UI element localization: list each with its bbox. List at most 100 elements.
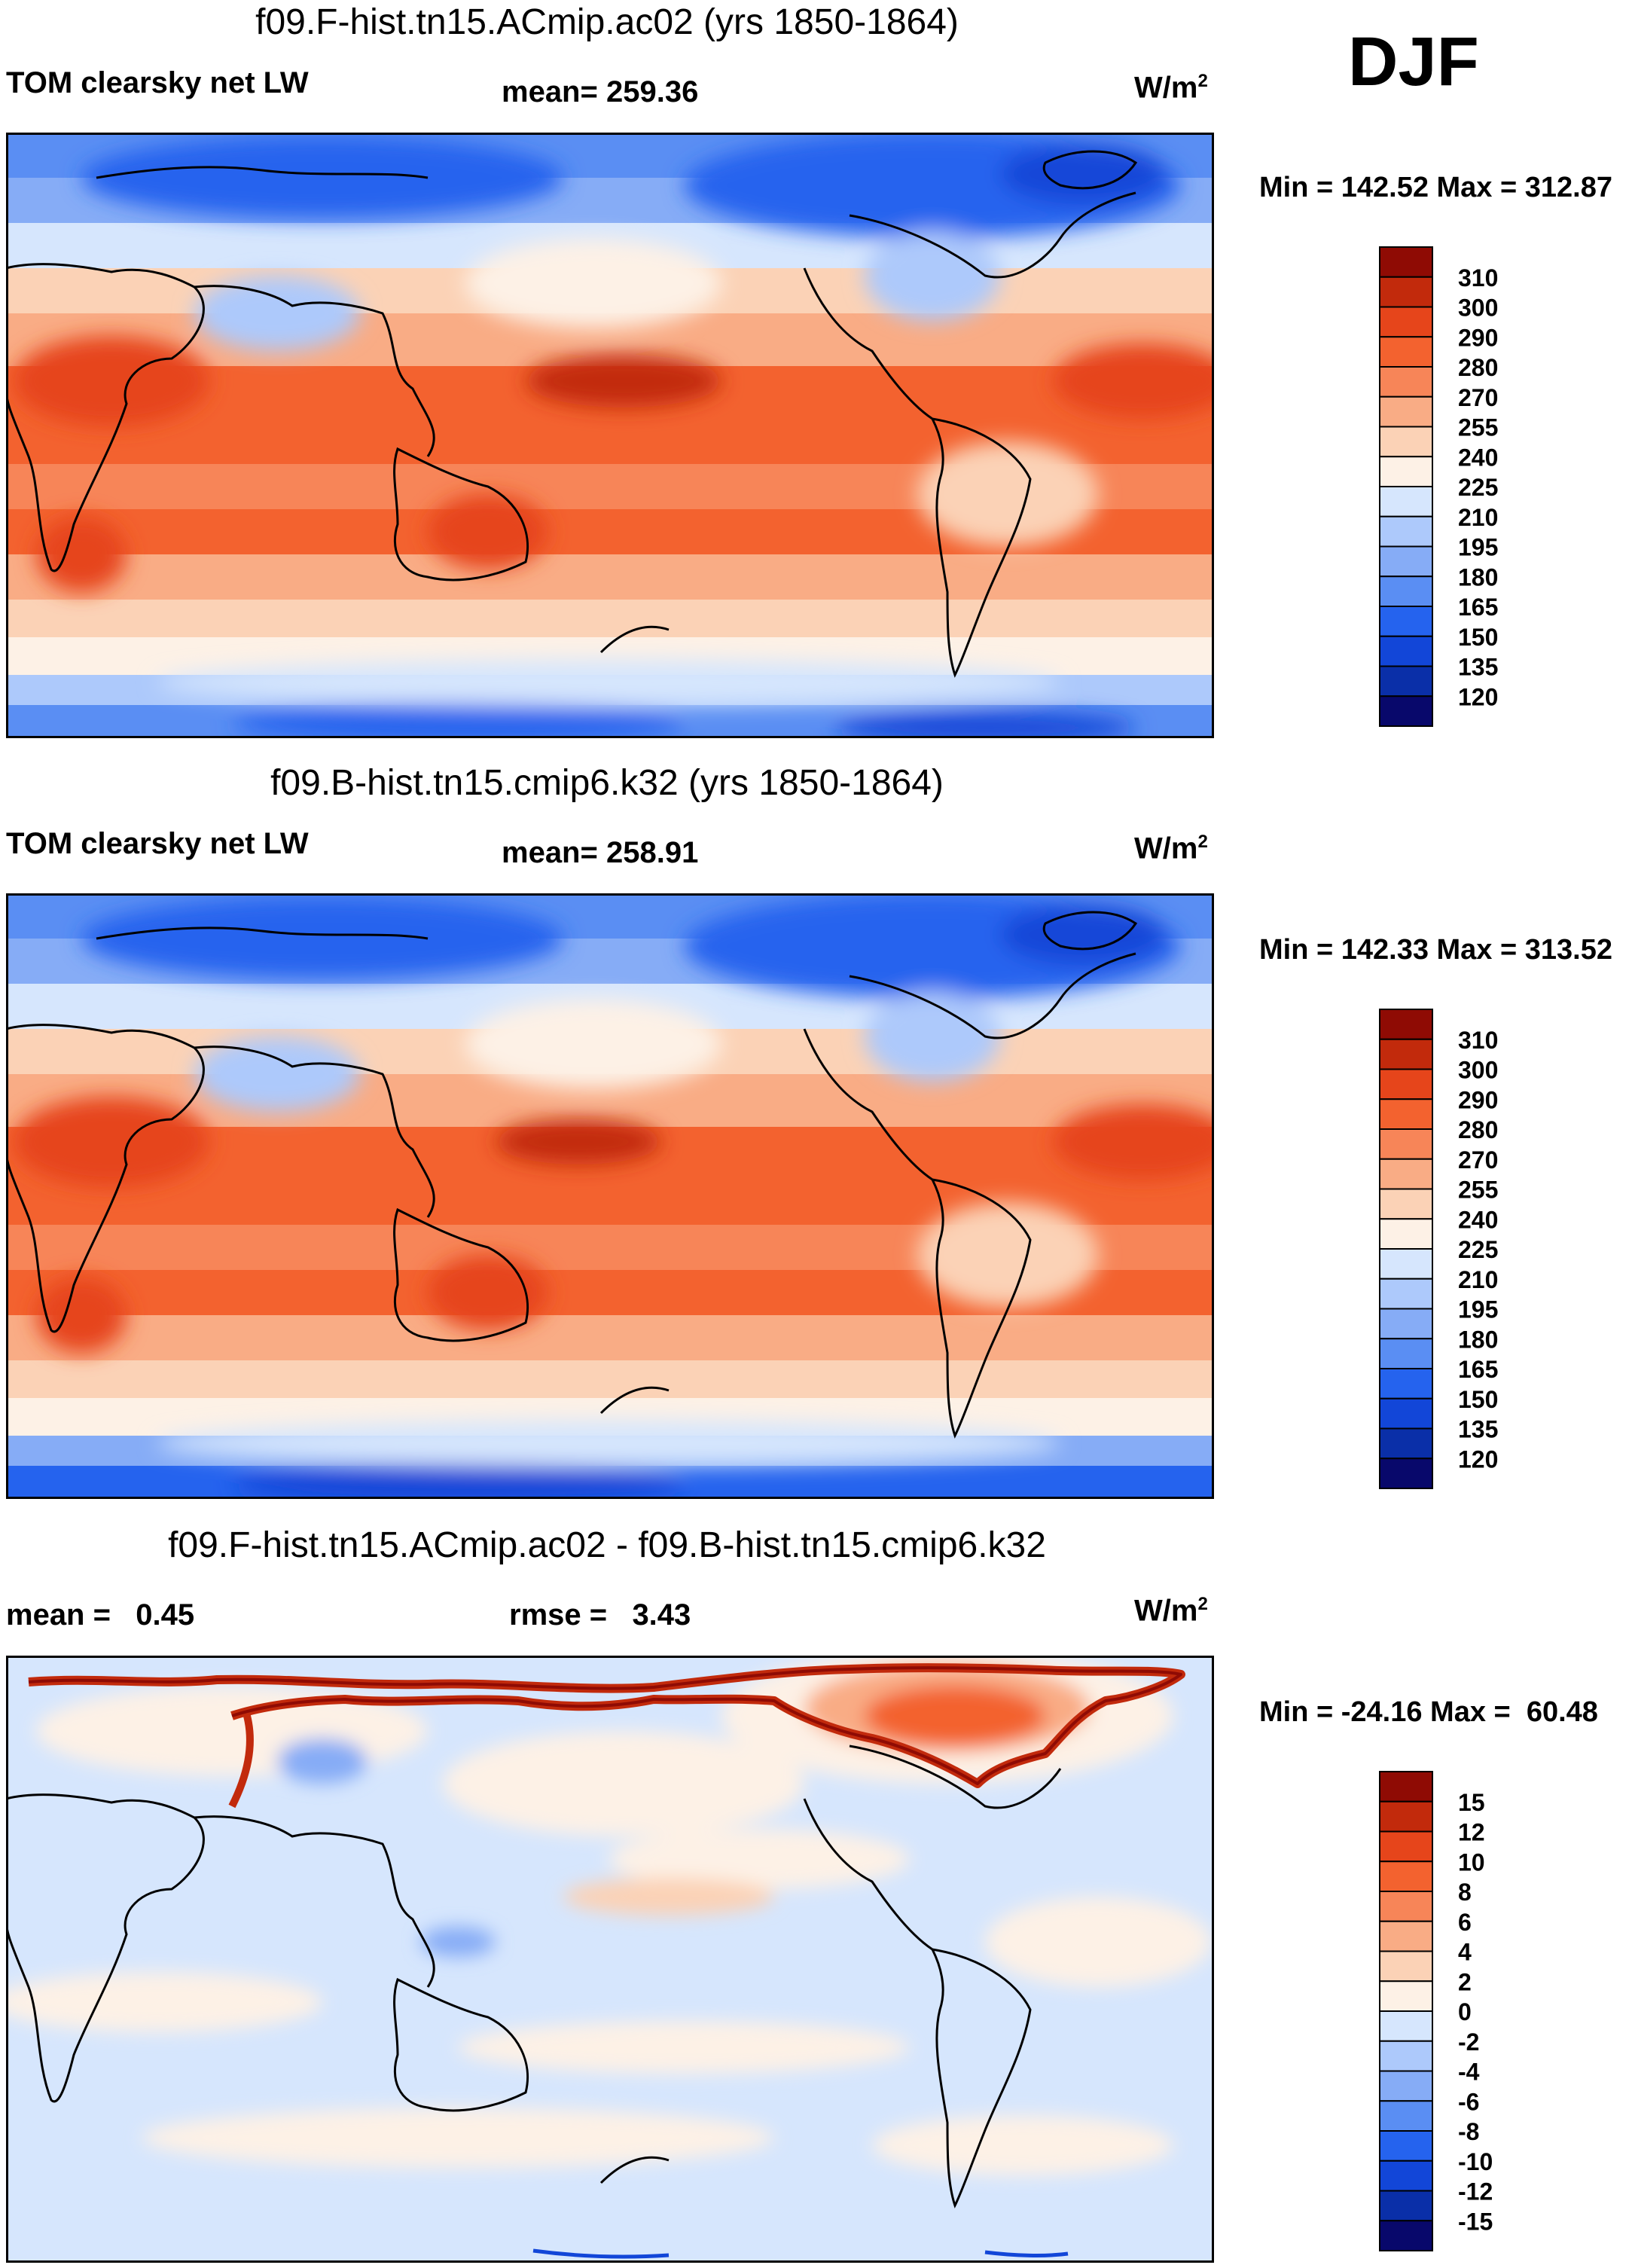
colorbar-swatch <box>1379 1830 1433 1863</box>
colorbar-swatch <box>1379 1277 1433 1310</box>
colorbar-swatch <box>1379 426 1433 458</box>
colorbar-swatch <box>1379 486 1433 517</box>
panel1-variable-label: TOM clearsky net LW <box>6 66 309 99</box>
colorbar-label: 280 <box>1458 354 1498 381</box>
colorbar-swatch <box>1379 2040 1433 2072</box>
panel2-units: W/m2 <box>1134 832 1208 865</box>
panel2-variable-label: TOM clearsky net LW <box>6 827 309 860</box>
colorbar-label: 210 <box>1458 504 1498 531</box>
colorbar-swatch <box>1379 336 1433 368</box>
colorbar-swatch <box>1379 1308 1433 1340</box>
panel3-rmse-label: rmse = 3.43 <box>509 1598 691 1632</box>
colorbar-swatch <box>1379 1771 1433 1802</box>
colorbar-label: 15 <box>1458 1789 1485 1816</box>
colorbar-swatch <box>1379 635 1433 667</box>
colorbar-label: 300 <box>1458 1057 1498 1084</box>
colorbar-swatch <box>1379 2160 1433 2192</box>
colorbar-swatch <box>1379 1248 1433 1280</box>
colorbar-swatch <box>1379 2010 1433 2042</box>
colorbar-label: 280 <box>1458 1116 1498 1143</box>
colorbar-label: 120 <box>1458 1445 1498 1473</box>
colorbar-swatch <box>1379 276 1433 308</box>
colorbar-label: -6 <box>1458 2088 1479 2115</box>
panel3-colorbar-swatches <box>1379 1771 1433 2251</box>
colorbar-label: -8 <box>1458 2118 1479 2145</box>
colorbar-swatch <box>1379 1068 1433 1100</box>
panel2-minmax: Min = 142.33 Max = 313.52 <box>1259 934 1612 966</box>
colorbar-swatch <box>1379 2100 1433 2132</box>
panel1-units: W/m2 <box>1134 71 1208 105</box>
colorbar-label: 290 <box>1458 1086 1498 1113</box>
colorbar-swatch <box>1379 1038 1433 1070</box>
colorbar-label: -15 <box>1458 2208 1493 2235</box>
colorbar-swatch <box>1379 366 1433 398</box>
colorbar-swatch <box>1379 456 1433 487</box>
colorbar-label: 6 <box>1458 1909 1472 1936</box>
colorbar-label: -4 <box>1458 2059 1480 2086</box>
panel1-mean-label: mean= 259.36 <box>502 75 699 108</box>
colorbar-swatch <box>1379 545 1433 578</box>
colorbar-swatch <box>1379 606 1433 637</box>
colorbar-swatch <box>1379 665 1433 697</box>
colorbar-label: 310 <box>1458 264 1498 292</box>
panel3-title: f09.F-hist.tn15.ACmip.ac02 - f09.B-hist.… <box>168 1525 1046 1565</box>
colorbar-swatch <box>1379 1368 1433 1400</box>
colorbar-swatch <box>1379 1338 1433 1369</box>
panel1-title: f09.F-hist.tn15.ACmip.ac02 (yrs 1850-186… <box>255 2 959 42</box>
colorbar-swatch <box>1379 2220 1433 2251</box>
colorbar-label: 165 <box>1458 1356 1498 1383</box>
colorbar-label: 270 <box>1458 384 1498 411</box>
colorbar-swatch <box>1379 695 1433 727</box>
panel3-mean-label: mean = 0.45 <box>6 1598 195 1632</box>
colorbar-swatch <box>1379 395 1433 428</box>
colorbar-label: 150 <box>1458 624 1498 651</box>
panel1-colorbar-swatches <box>1379 246 1433 727</box>
colorbar-label: 210 <box>1458 1266 1498 1293</box>
colorbar-label: 150 <box>1458 1386 1498 1413</box>
colorbar-label: 0 <box>1458 1998 1472 2025</box>
panel2-mean-label: mean= 258.91 <box>502 836 699 869</box>
panel3-map <box>6 1656 1214 2263</box>
colorbar-swatch <box>1379 1427 1433 1460</box>
colorbar-swatch <box>1379 2190 1433 2222</box>
colorbar-label: 195 <box>1458 1296 1498 1323</box>
colorbar-swatch <box>1379 1458 1433 1489</box>
colorbar-label: 270 <box>1458 1146 1498 1174</box>
colorbar-label: 4 <box>1458 1939 1472 1966</box>
colorbar-swatch <box>1379 2130 1433 2162</box>
panel1-map <box>6 133 1214 738</box>
season-label: DJF <box>1348 23 1479 100</box>
colorbar-label: 195 <box>1458 534 1498 561</box>
colorbar-label: 180 <box>1458 563 1498 591</box>
colorbar-label: 10 <box>1458 1848 1485 1876</box>
colorbar-swatch <box>1379 1891 1433 1922</box>
panel3-minmax: Min = -24.16 Max = 60.48 <box>1259 1696 1598 1728</box>
colorbar-label: 135 <box>1458 1416 1498 1443</box>
colorbar-swatch <box>1379 1128 1433 1160</box>
colorbar-label: 12 <box>1458 1819 1485 1846</box>
colorbar-swatch <box>1379 1218 1433 1250</box>
colorbar-swatch <box>1379 306 1433 338</box>
colorbar-swatch <box>1379 1009 1433 1040</box>
panel2-title: f09.B-hist.tn15.cmip6.k32 (yrs 1850-1864… <box>270 763 944 803</box>
colorbar-label: 255 <box>1458 414 1498 441</box>
colorbar-label: 225 <box>1458 474 1498 501</box>
colorbar-swatch <box>1379 1098 1433 1130</box>
panel2-colorbar-swatches <box>1379 1009 1433 1489</box>
panel3-units: W/m2 <box>1134 1594 1208 1628</box>
colorbar-label: 165 <box>1458 594 1498 621</box>
colorbar-label: 225 <box>1458 1236 1498 1263</box>
colorbar-label: 290 <box>1458 324 1498 351</box>
colorbar-label: 8 <box>1458 1879 1472 1906</box>
colorbar-label: 310 <box>1458 1027 1498 1054</box>
colorbar-label: 300 <box>1458 295 1498 322</box>
colorbar-swatch <box>1379 246 1433 278</box>
colorbar-swatch <box>1379 1188 1433 1220</box>
colorbar-swatch <box>1379 1860 1433 1892</box>
